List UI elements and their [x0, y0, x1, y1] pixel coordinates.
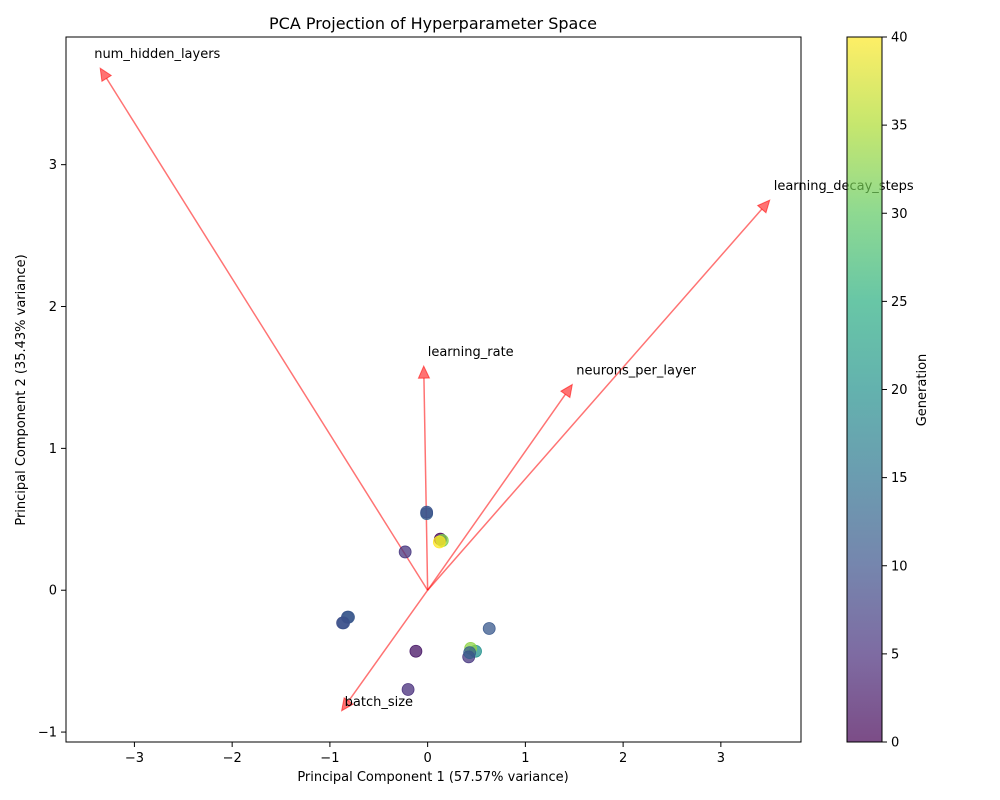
y-tick-label: 1: [49, 442, 57, 457]
loading-vector-learning-rate: learning_rate: [417, 345, 514, 591]
x-tick-label: −2: [223, 751, 242, 766]
colorbar-tick-label: 25: [891, 295, 908, 310]
loading-label: batch_size: [345, 695, 413, 710]
x-tick-label: 2: [619, 751, 627, 766]
x-tick-label: 0: [423, 751, 431, 766]
scatter-point: [420, 505, 434, 519]
x-tick-label: 3: [717, 751, 725, 766]
plot-frame: [65, 36, 802, 743]
colorbar-tick-label: 35: [891, 119, 908, 134]
x-axis-label: Principal Component 1 (57.57% variance): [297, 770, 568, 785]
x-tick-label: 1: [521, 751, 529, 766]
scatter-point: [432, 535, 446, 549]
colorbar-tick-label: 10: [891, 559, 908, 574]
scatter-point: [463, 646, 477, 660]
loading-label: num_hidden_layers: [94, 47, 220, 62]
y-tick-label: −1: [38, 726, 57, 741]
colorbar-tick-label: 30: [891, 207, 908, 222]
loading-label: neurons_per_layer: [576, 364, 696, 379]
loading-vector-num-hidden-layers: num_hidden_layers: [94, 47, 429, 591]
loading-label: learning_rate: [428, 345, 514, 360]
y-tick-label: 0: [49, 584, 57, 599]
colorbar-label: Generation: [915, 354, 930, 427]
colorbar: [846, 36, 883, 743]
x-tick-label: −1: [320, 751, 339, 766]
colorbar-tick-label: 15: [891, 471, 908, 486]
loading-vector-neurons-per-layer: neurons_per_layer: [427, 364, 697, 591]
colorbar-ticks: 0 5 10 15 20 25 30 35 40: [882, 31, 908, 751]
scatter-point: [409, 644, 423, 658]
scatter-point: [482, 622, 496, 635]
x-tick-label: −3: [125, 751, 144, 766]
loading-label: learning_decay_steps: [774, 179, 914, 194]
colorbar-tick-label: 40: [891, 31, 908, 46]
y-tick-label: 3: [49, 158, 57, 173]
colorbar-tick-label: 20: [891, 383, 908, 398]
scatter-point: [337, 616, 350, 630]
scatter-point: [398, 545, 412, 559]
chart-title: PCA Projection of Hyperparameter Space: [269, 14, 597, 33]
loading-vector-batch-size: batch_size: [340, 589, 429, 712]
y-axis-label: Principal Component 2 (35.43% variance): [14, 254, 29, 525]
colorbar-tick-label: 5: [891, 647, 899, 662]
x-axis: −3 −2 −1 0 1 2 3: [125, 742, 725, 766]
loading-vector-learning-decay-steps: learning_decay_steps: [427, 179, 914, 591]
y-axis: −1 0 1 2 3: [38, 158, 66, 741]
y-tick-label: 2: [49, 300, 57, 315]
colorbar-tick-label: 0: [891, 736, 899, 751]
scatter-point: [401, 683, 415, 696]
data-points: [336, 505, 496, 696]
loading-vectors: num_hidden_layers learning_decay_stepslea…: [94, 47, 914, 712]
